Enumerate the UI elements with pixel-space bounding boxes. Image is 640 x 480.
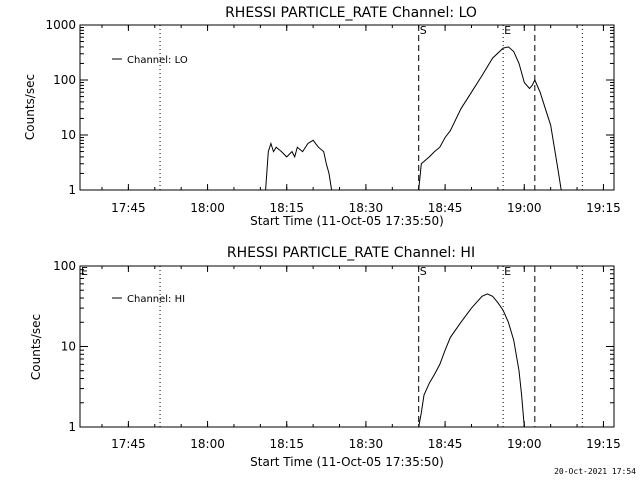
lo-x-axis-label: Start Time (11-Oct-05 17:35:50) xyxy=(250,214,444,228)
lo-y-tick-label: 100 xyxy=(53,73,76,87)
lo-marker-label: S xyxy=(420,24,427,37)
hi-marker-label: E xyxy=(504,265,511,278)
lo-x-tick-label: 18:15 xyxy=(269,201,304,215)
lo-y-tick-label: 1 xyxy=(68,183,76,197)
hi-chart-title: RHESSI PARTICLE_RATE Channel: HI xyxy=(227,245,475,261)
hi-x-tick-label: 17:45 xyxy=(111,437,146,451)
lo-x-tick-label: 18:30 xyxy=(349,201,384,215)
hi-x-tick-label: 18:00 xyxy=(190,437,225,451)
hi-x-tick-label: 19:00 xyxy=(507,437,542,451)
lo-legend-label: Channel: LO xyxy=(127,55,188,66)
hi-marker-label: S xyxy=(420,265,427,278)
lo-chart-title: RHESSI PARTICLE_RATE Channel: LO xyxy=(225,5,477,21)
hi-y-tick-label: 100 xyxy=(53,259,76,273)
lo-x-tick-label: 17:45 xyxy=(111,201,146,215)
hi-series-line xyxy=(418,293,525,428)
lo-marker-label: E xyxy=(504,24,511,37)
hi-x-tick-label: 18:15 xyxy=(269,437,304,451)
timestamp: 20-Oct-2021 17:54 xyxy=(554,467,636,476)
lo-x-tick-label: 18:45 xyxy=(428,201,463,215)
lo-y-tick-label: 1000 xyxy=(45,18,76,32)
lo-x-tick-label: 19:00 xyxy=(507,201,542,215)
hi-x-tick-label: 18:45 xyxy=(428,437,463,451)
lo-y-axis-label: Counts/sec xyxy=(23,74,37,140)
lo-y-tick-label: 10 xyxy=(61,128,76,142)
hi-x-tick-label: 19:15 xyxy=(586,437,621,451)
lo-x-tick-label: 18:00 xyxy=(190,201,225,215)
hi-y-tick-label: 1 xyxy=(68,420,76,434)
hi-marker-label: E xyxy=(81,265,88,278)
hi-legend-label: Channel: HI xyxy=(127,294,185,305)
hi-y-axis-label: Counts/sec xyxy=(29,314,43,380)
hi-x-axis-label: Start Time (11-Oct-05 17:35:50) xyxy=(250,455,444,469)
lo-plot-frame xyxy=(79,24,615,191)
lo-series-line xyxy=(265,46,562,191)
lo-x-tick-label: 19:15 xyxy=(586,201,621,215)
hi-y-tick-label: 10 xyxy=(61,340,76,354)
hi-x-tick-label: 18:30 xyxy=(349,437,384,451)
lo-plot: RHESSI PARTICLE_RATE Channel: LO 17:45 18… xyxy=(23,5,621,228)
hi-plot: RHESSI PARTICLE_RATE Channel: HI 17:45 18… xyxy=(29,245,621,469)
